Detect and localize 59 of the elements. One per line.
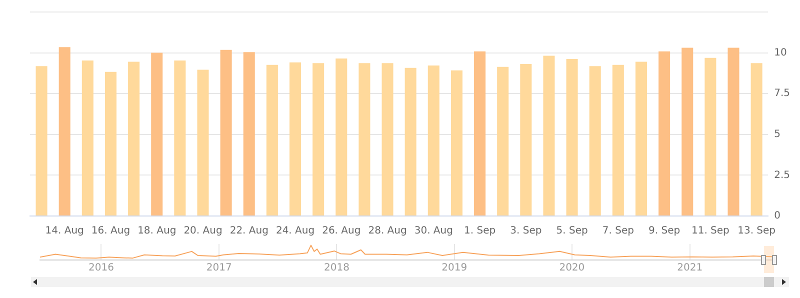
bar xyxy=(566,59,578,216)
x-tick-label: 2020 xyxy=(559,262,585,274)
x-tick-label: 28. Aug xyxy=(368,226,407,237)
x-tick-label: 1. Sep xyxy=(464,226,496,237)
y-tick-label: 10 xyxy=(774,47,787,58)
bar xyxy=(750,63,762,216)
bar xyxy=(36,66,48,216)
bar xyxy=(174,60,186,216)
bar xyxy=(243,52,255,216)
bar xyxy=(428,66,440,216)
y-tick-label: 7.5 xyxy=(774,88,790,100)
x-tick-label: 14. Aug xyxy=(45,226,84,237)
bar xyxy=(312,63,324,216)
bar xyxy=(266,64,278,216)
bar xyxy=(382,63,394,216)
y-tick-label: 2.5 xyxy=(774,170,790,181)
bar xyxy=(450,70,462,216)
x-tick-label: 5. Sep xyxy=(556,226,588,237)
x-tick-label: 22. Aug xyxy=(230,226,268,237)
bar xyxy=(497,66,509,216)
y-tick-label: 0 xyxy=(774,210,780,222)
bar xyxy=(358,63,370,216)
bar xyxy=(520,64,532,216)
bar xyxy=(404,68,416,216)
x-tick-label: 2019 xyxy=(442,262,468,274)
bar xyxy=(82,60,94,216)
x-tick-label: 2016 xyxy=(88,262,114,274)
y-tick-label: 5 xyxy=(774,128,780,140)
x-tick-label: 3. Sep xyxy=(510,226,542,237)
x-tick-label: 9. Sep xyxy=(648,226,680,237)
x-tick-label: 16. Aug xyxy=(91,226,130,237)
bar xyxy=(543,56,555,216)
bar xyxy=(104,72,116,216)
x-tick-label: 26. Aug xyxy=(322,226,361,237)
bar xyxy=(704,58,716,216)
x-tick-label: 13. Sep xyxy=(738,226,776,237)
bar xyxy=(682,48,694,216)
bar xyxy=(128,62,140,216)
x-tick-label: 24. Aug xyxy=(276,226,315,237)
bar xyxy=(589,66,601,216)
bar xyxy=(197,70,209,216)
x-tick-label: 7. Sep xyxy=(602,226,634,237)
bar xyxy=(635,62,648,216)
bar xyxy=(58,47,70,216)
bar xyxy=(474,51,486,216)
x-tick-label: 2021 xyxy=(677,262,703,274)
bar xyxy=(336,58,348,216)
x-tick-label: 11. Sep xyxy=(691,226,730,237)
bar xyxy=(612,64,624,216)
x-tick-label: 2018 xyxy=(324,262,350,274)
bar xyxy=(289,62,302,216)
x-tick-label: 30. Aug xyxy=(414,226,453,237)
bar xyxy=(728,48,740,216)
bar xyxy=(658,51,670,216)
x-tick-label: 2017 xyxy=(206,262,232,274)
bar xyxy=(151,52,163,216)
x-tick-label: 20. Aug xyxy=(184,226,222,237)
bar xyxy=(220,50,232,216)
x-tick-label: 18. Aug xyxy=(138,226,176,237)
